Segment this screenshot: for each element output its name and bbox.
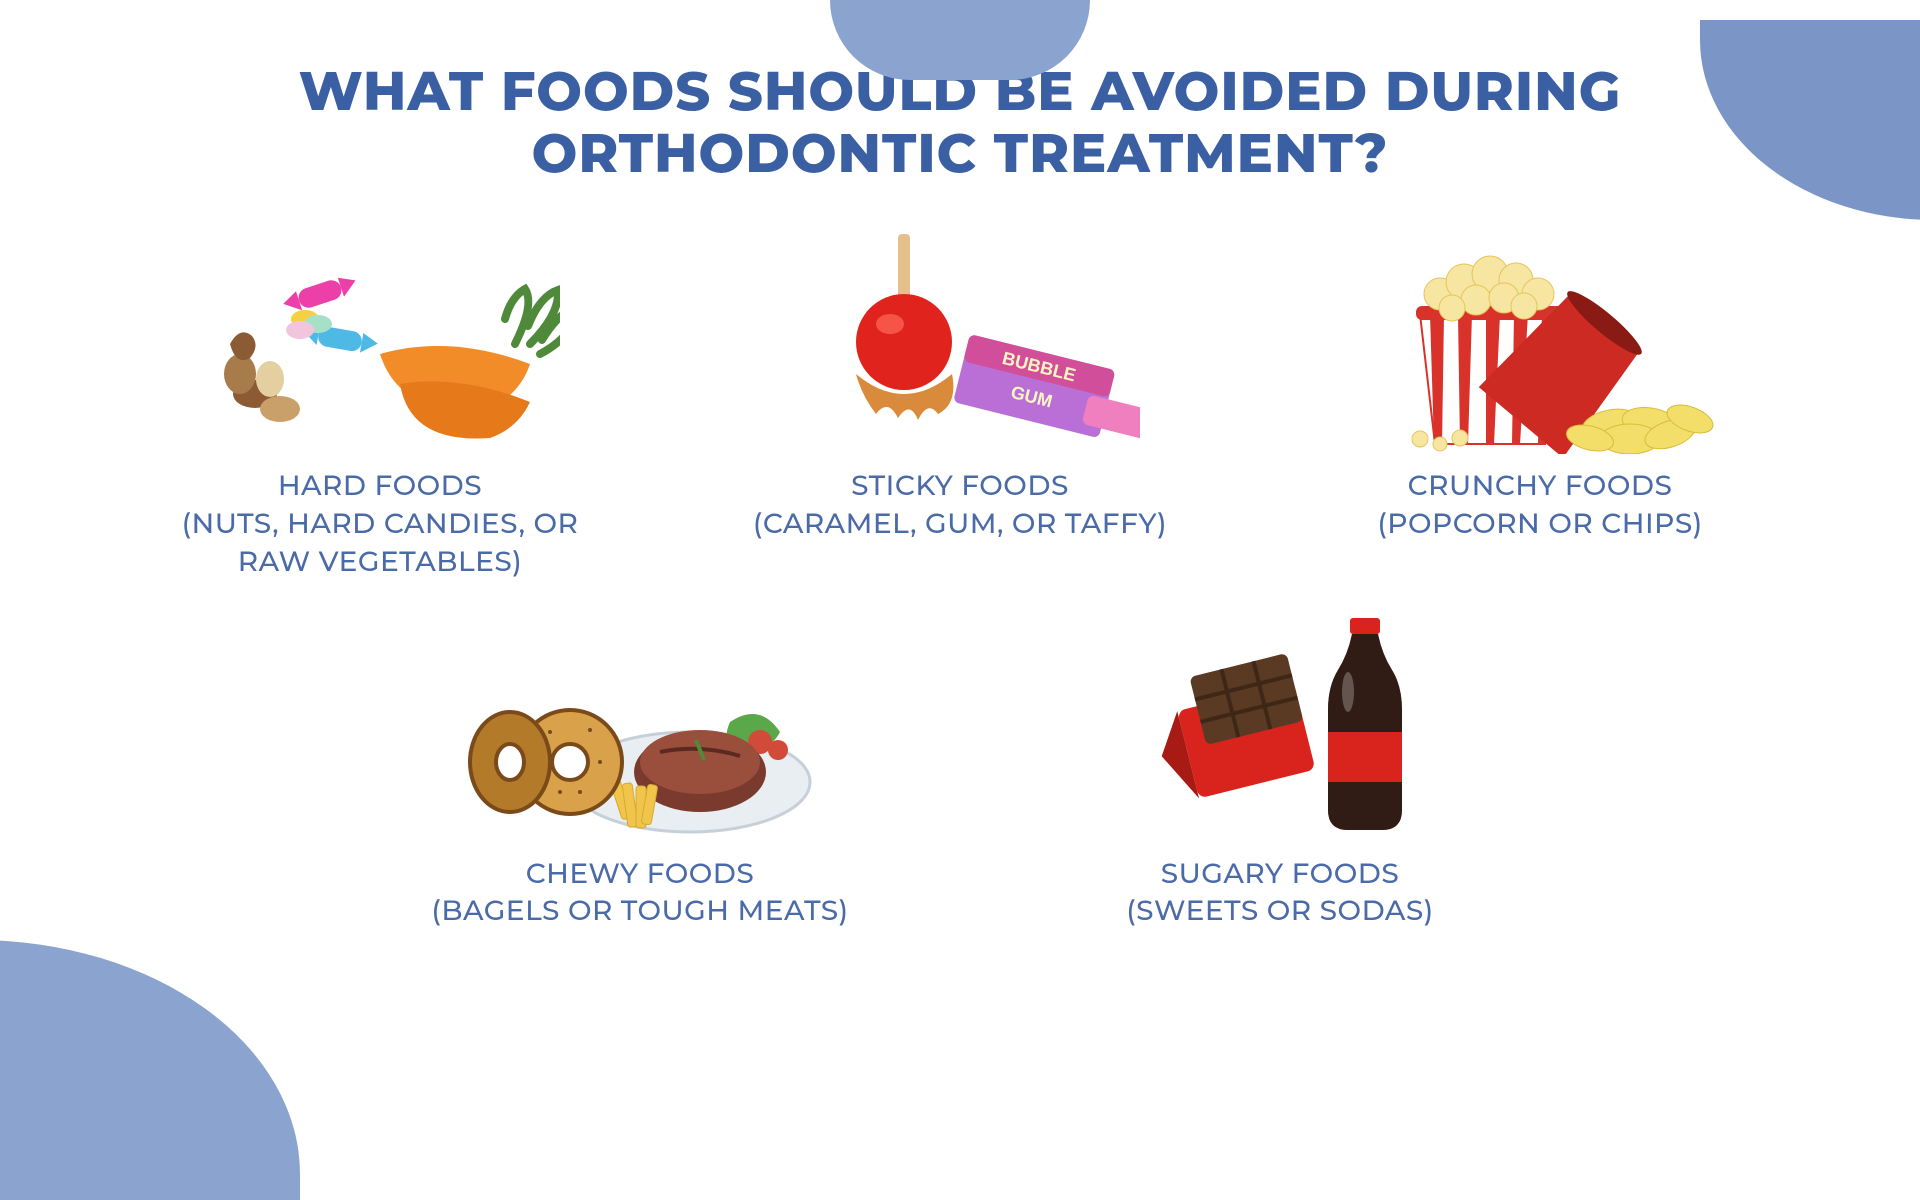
label-line: (SWEETS OR SODAS) [1126, 894, 1434, 928]
food-grid-row-1: HARD FOODS (NUTS, HARD CANDIES, OR RAW V… [0, 224, 1920, 581]
hard-foods-label: HARD FOODS (NUTS, HARD CANDIES, OR RAW V… [160, 468, 600, 581]
label-line: (CARAMEL, GUM, OR TAFFY) [753, 507, 1167, 541]
chewy-foods-label: CHEWY FOODS (BAGELS OR TOUGH MEATS) [431, 856, 848, 932]
crunchy-foods-icon [1360, 224, 1720, 454]
label-line: (BAGELS OR TOUGH MEATS) [431, 894, 848, 928]
label-line: STICKY FOODS [851, 469, 1069, 503]
decorative-blob-top-center [830, 0, 1090, 80]
label-line: CHEWY FOODS [526, 857, 755, 891]
label-line: HARD FOODS [278, 469, 482, 503]
crunchy-foods-label: CRUNCHY FOODS (POPCORN OR CHIPS) [1377, 468, 1702, 544]
sugary-foods-icon [1100, 612, 1460, 842]
card-sticky-foods: BUBBLE GUM STICKY FOODS (CARAMEL, GUM, O… [740, 224, 1180, 581]
label-line: (NUTS, HARD CANDIES, OR RAW VEGETABLES) [182, 507, 579, 579]
sugary-foods-label: SUGARY FOODS (SWEETS OR SODAS) [1126, 856, 1434, 932]
card-crunchy-foods: CRUNCHY FOODS (POPCORN OR CHIPS) [1320, 224, 1760, 581]
chewy-foods-icon [460, 612, 820, 842]
food-grid-row-2: CHEWY FOODS (BAGELS OR TOUGH MEATS) [0, 612, 1920, 932]
hard-foods-icon [200, 224, 560, 454]
card-chewy-foods: CHEWY FOODS (BAGELS OR TOUGH MEATS) [420, 612, 860, 932]
sticky-foods-label: STICKY FOODS (CARAMEL, GUM, OR TAFFY) [753, 468, 1167, 544]
label-line: (POPCORN OR CHIPS) [1377, 507, 1702, 541]
card-sugary-foods: SUGARY FOODS (SWEETS OR SODAS) [1060, 612, 1500, 932]
label-line: CRUNCHY FOODS [1408, 469, 1673, 503]
decorative-blob-bottom-left [0, 940, 300, 1200]
decorative-blob-top-right [1700, 20, 1920, 220]
card-hard-foods: HARD FOODS (NUTS, HARD CANDIES, OR RAW V… [160, 224, 600, 581]
label-line: SUGARY FOODS [1161, 857, 1399, 891]
sticky-foods-icon: BUBBLE GUM [780, 224, 1140, 454]
